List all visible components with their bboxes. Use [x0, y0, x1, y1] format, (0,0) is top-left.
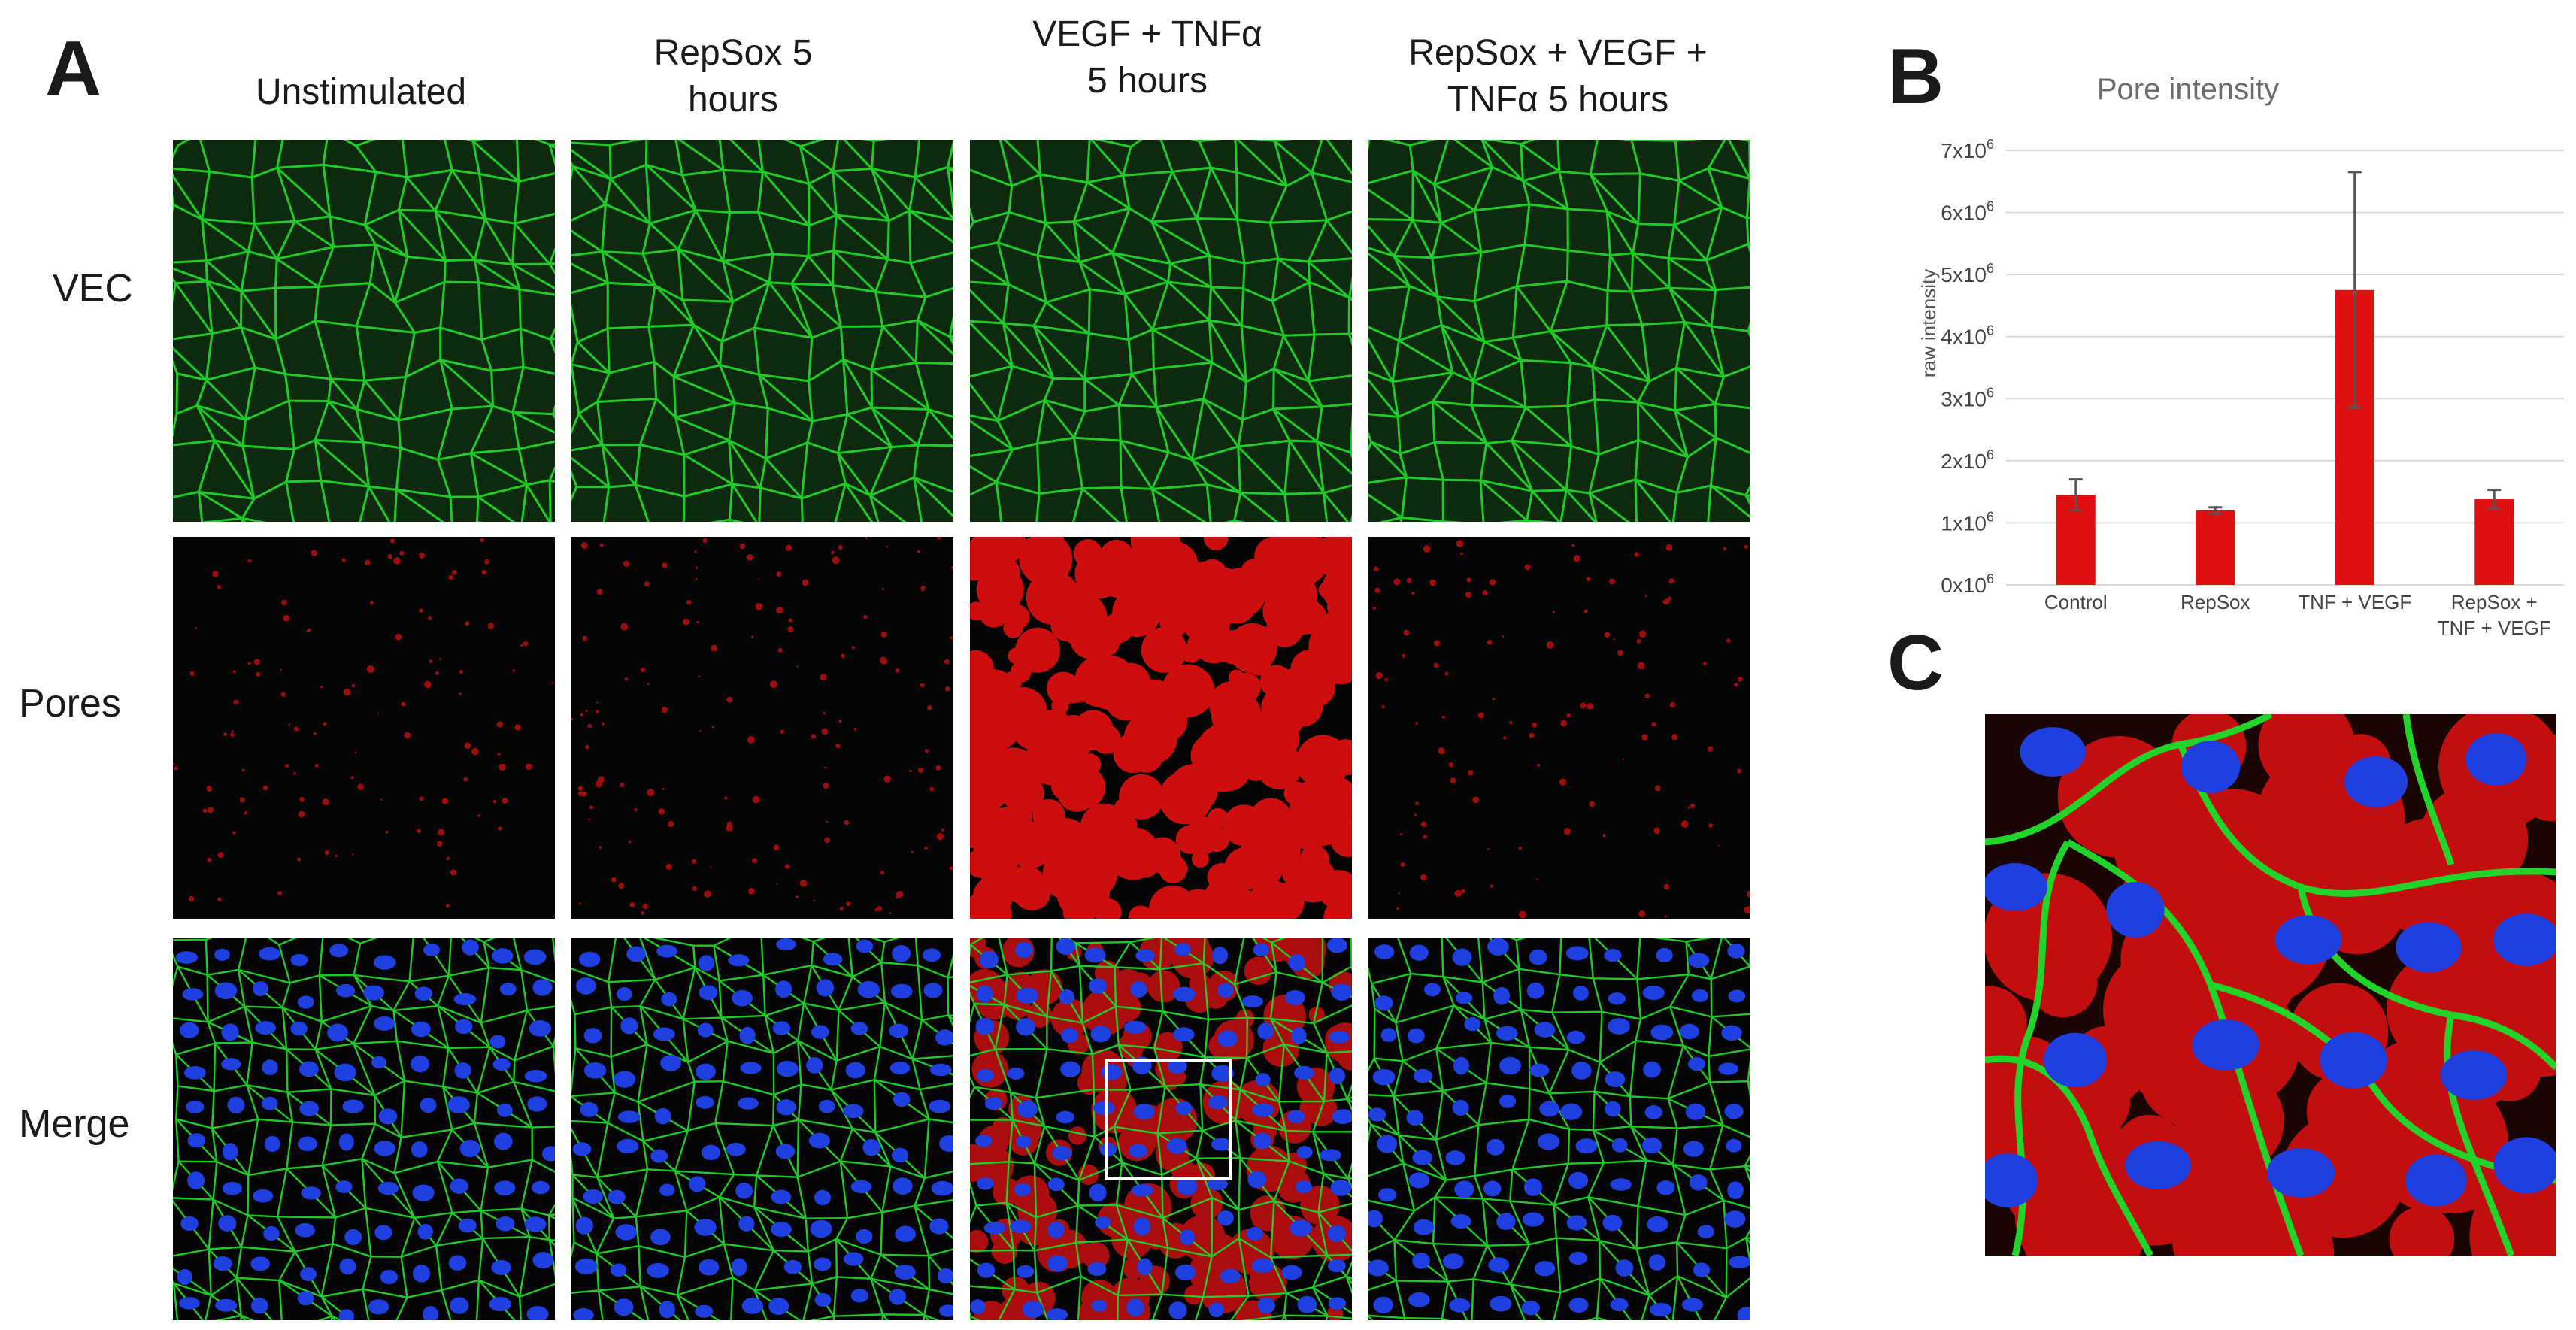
column-header-repsox: RepSox 5 hours [530, 30, 936, 123]
micrograph-pores-unstimulated [173, 537, 555, 919]
chart-y-axis-label: raw intensity [1917, 269, 1940, 378]
chart-y-tick-label: 3x106 [1941, 385, 1994, 411]
row-header-vec: VEC [53, 267, 133, 311]
chart-error-bar [2068, 478, 2083, 512]
panel-c-letter: C [1887, 620, 1944, 707]
chart-bar [2474, 499, 2514, 585]
column-header-line1: RepSox 5 [653, 33, 813, 73]
column-header-line2: TNFα 5 hours [1447, 80, 1669, 120]
column-header-repsox-vegf-tnf: RepSox + VEGF + TNFα 5 hours [1355, 30, 1761, 123]
pore-intensity-chart: Pore intensity raw intensity 0x106 1x106 2… [1820, 53, 2576, 654]
chart-y-tick-label: 1x106 [1941, 509, 1994, 535]
chart-y-tick-label: 7x106 [1941, 137, 1994, 162]
chart-x-tick-label: TNF + VEGF [2298, 591, 2411, 613]
chart-y-tick-label: 4x106 [1941, 323, 1994, 349]
panel-b-letter: B [1887, 33, 1944, 120]
row-header-pores: Pores [19, 682, 121, 726]
micrograph-vec-repsox [571, 140, 953, 522]
chart-error-bar [2487, 489, 2502, 510]
micrograph-vec-vegf-tnf [970, 140, 1352, 522]
micrograph-vec-unstimulated [173, 140, 555, 522]
chart-title: Pore intensity [2097, 73, 2279, 106]
chart-y-tick-label: 0x106 [1941, 571, 1994, 597]
chart-y-tick-label: 6x106 [1941, 199, 1994, 225]
panel-a-letter: A [45, 26, 102, 113]
micrograph-merge-repsox [571, 938, 953, 1320]
chart-x-tick-label: RepSox + TNF + VEGF [2438, 591, 2551, 639]
column-header-line1: RepSox + VEGF + [1408, 33, 1708, 73]
row-header-merge: Merge [19, 1102, 130, 1146]
zoomed-merge-image [1985, 714, 2556, 1256]
column-header-line1: VEGF + TNFα [1032, 14, 1262, 54]
micrograph-merge-vegf-tnf [970, 938, 1352, 1320]
micrograph-pores-repsox [571, 537, 953, 919]
chart-error-bar [2347, 171, 2362, 410]
column-header-line2: hours [687, 80, 779, 120]
chart-y-tick-label: 5x106 [1941, 261, 1994, 286]
micrograph-pores-repsox-vegf-tnf [1368, 537, 1750, 919]
chart-x-tick-label: RepSox [2181, 591, 2250, 613]
zoom-region-box [1105, 1059, 1232, 1180]
chart-x-tick-label: Control [2044, 591, 2108, 613]
column-header-vegf-tnf: VEGF + TNFα 5 hours [944, 11, 1350, 105]
column-header-unstimulated: Unstimulated [158, 69, 564, 116]
column-header-line1: Unstimulated [255, 72, 467, 112]
micrograph-merge-repsox-vegf-tnf [1368, 938, 1750, 1320]
chart-bar [2196, 510, 2235, 585]
chart-y-tick-label: 2x106 [1941, 447, 1994, 473]
column-header-line2: 5 hours [1086, 61, 1208, 101]
chart-error-bar [2208, 506, 2223, 515]
micrograph-vec-repsox-vegf-tnf [1368, 140, 1750, 522]
micrograph-pores-vegf-tnf [970, 537, 1352, 919]
micrograph-merge-unstimulated [173, 938, 555, 1320]
